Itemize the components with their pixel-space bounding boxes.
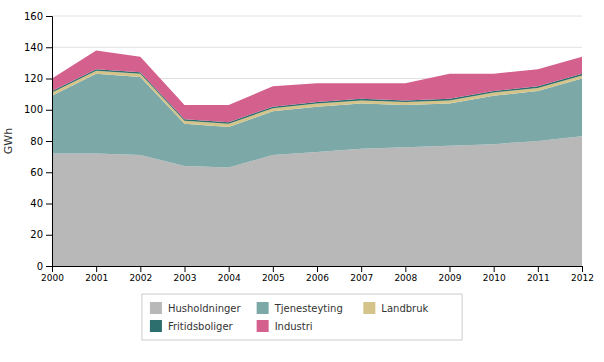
y-axis-title: GWh — [2, 128, 15, 154]
legend-label: Husholdninger — [168, 303, 242, 314]
tick-label: 2009 — [439, 273, 462, 283]
tick-mark — [46, 79, 52, 80]
axis-line — [46, 17, 53, 267]
tick: 100 — [24, 104, 52, 115]
tick-mark — [46, 235, 52, 236]
tick: 140 — [24, 42, 52, 53]
tick-label: 2008 — [394, 273, 417, 283]
grid-line — [52, 16, 582, 17]
tick-mark — [582, 266, 583, 272]
tick: 2011 — [527, 266, 550, 283]
tick: 60 — [30, 167, 52, 178]
tick: 2002 — [129, 266, 152, 283]
areas — [52, 50, 582, 266]
legend-label: Tjenesteyting — [274, 303, 343, 314]
tick: 120 — [24, 73, 52, 84]
tick: 20 — [30, 229, 52, 240]
tick-label: 80 — [30, 136, 43, 147]
tick: 2008 — [394, 266, 417, 283]
legend-swatch — [257, 302, 269, 314]
tick-mark — [96, 266, 97, 272]
tick-label: 2002 — [129, 273, 152, 283]
tick: 2012 — [571, 266, 594, 283]
tick-label: 2004 — [218, 273, 241, 283]
tick: 0 — [37, 261, 52, 272]
tick-label: 2001 — [85, 273, 108, 283]
tick-label: 2003 — [174, 273, 197, 283]
legend-item: Landbruk — [363, 302, 428, 314]
y-axis: 0 20 40 60 80 100 120 140 160 — [24, 11, 53, 272]
tick-mark — [46, 16, 52, 17]
tick: 2005 — [262, 266, 285, 283]
tick: 2010 — [483, 266, 506, 283]
grid — [52, 16, 582, 266]
tick-label: 2011 — [527, 273, 550, 283]
tick-label: 140 — [24, 42, 43, 53]
tick-mark — [46, 110, 52, 111]
tick-label: 2005 — [262, 273, 285, 283]
plot: 2000 2001 2002 2003 2004 2005 2006 2007 2008 2009… — [2, 11, 594, 284]
legend-swatch — [363, 302, 375, 314]
tick-label: 40 — [30, 198, 43, 209]
tick: 2007 — [350, 266, 373, 283]
legend-frame — [142, 294, 462, 340]
grid-line — [52, 47, 582, 48]
tick-mark — [361, 266, 362, 272]
tick-mark — [405, 266, 406, 272]
tick-mark — [450, 266, 451, 272]
tick-label: 120 — [24, 73, 43, 84]
legend-swatch — [150, 320, 162, 332]
tick: 40 — [30, 198, 52, 209]
legend-item: Industri — [257, 320, 313, 332]
tick-mark — [46, 47, 52, 48]
legend-item: Husholdninger — [150, 302, 242, 314]
tick-mark — [46, 266, 52, 267]
tick: 80 — [30, 136, 52, 147]
area — [52, 136, 582, 266]
legend-label: Landbruk — [381, 303, 428, 314]
tick-mark — [229, 266, 230, 272]
tick-mark — [494, 266, 495, 272]
tick-label: 2010 — [483, 273, 506, 283]
tick-label: 2012 — [571, 273, 594, 283]
x-axis: 2000 2001 2002 2003 2004 2005 2006 2007 2008 2009… — [41, 266, 594, 283]
tick-mark — [185, 266, 186, 272]
area — [52, 50, 582, 122]
tick: 2000 — [41, 266, 64, 283]
tick: 2003 — [174, 266, 197, 283]
tick-mark — [273, 266, 274, 272]
tick: 2004 — [218, 266, 241, 283]
tick: 2006 — [306, 266, 329, 283]
axis-line — [53, 267, 583, 273]
tick-label: 60 — [30, 167, 43, 178]
tick-mark — [46, 204, 52, 205]
tick-mark — [317, 266, 318, 272]
tick-label: 2006 — [306, 273, 329, 283]
legend-swatch — [150, 302, 162, 314]
tick-label: 2007 — [350, 273, 373, 283]
tick-mark — [538, 266, 539, 272]
tick: 2001 — [85, 266, 108, 283]
tick-label: 2000 — [41, 273, 64, 283]
tick-label: 20 — [30, 229, 43, 240]
legend: Husholdninger Tjenesteyting Landbruk Fritid… — [142, 294, 462, 340]
legend-swatch — [257, 320, 269, 332]
tick: 160 — [24, 11, 52, 22]
tick-label: 100 — [24, 104, 43, 115]
chart: 2000 2001 2002 2003 2004 2005 2006 2007 2008 2009… — [0, 0, 604, 362]
legend-item: Fritidsboliger — [150, 320, 234, 332]
tick: 2009 — [439, 266, 462, 283]
legend-item: Tjenesteyting — [257, 302, 343, 314]
tick-mark — [140, 266, 141, 272]
legend-label: Fritidsboliger — [168, 321, 234, 332]
legend-label: Industri — [275, 321, 313, 332]
tick-label: 0 — [37, 261, 43, 272]
tick-mark — [46, 141, 52, 142]
tick-mark — [46, 172, 52, 173]
tick-label: 160 — [24, 11, 43, 22]
